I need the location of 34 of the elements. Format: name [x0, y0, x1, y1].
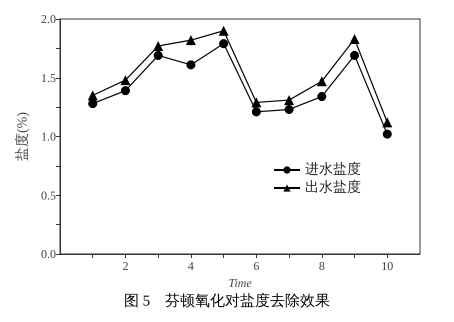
point [186, 35, 196, 46]
point [219, 39, 228, 48]
point [317, 92, 326, 102]
point [218, 26, 229, 36]
point [316, 76, 327, 86]
x-tick-label: 4 [188, 259, 194, 273]
point [382, 117, 392, 128]
legend-label: 出水盐度 [305, 180, 361, 196]
point [251, 97, 262, 108]
point [350, 34, 360, 44]
x-tick-label: 10 [381, 259, 394, 273]
point [284, 95, 294, 106]
point [186, 60, 196, 70]
point [154, 50, 163, 60]
point [284, 104, 294, 114]
point [88, 90, 98, 100]
y-axis-title: 盐度(%) [14, 112, 30, 161]
y-tick-label: 1.5 [41, 70, 56, 85]
point [382, 130, 392, 139]
text: 图 5 芬顿氧化对盐度去除效果 [124, 292, 330, 310]
text: 1.0 [41, 130, 56, 144]
point [252, 107, 261, 116]
x-tick-label: 6 [253, 259, 260, 273]
y-tick-label: 0.5 [41, 188, 56, 202]
x-tick-label: 2 [122, 259, 128, 273]
point [120, 86, 130, 96]
x-axis-title: Time [228, 276, 252, 290]
text: 0.0 [41, 247, 56, 261]
point [350, 50, 360, 60]
x-tick-label: 8 [318, 259, 325, 273]
text: 2.0 [41, 12, 56, 26]
point [120, 75, 130, 86]
point [153, 41, 164, 52]
legend-label: 进水盐度 [305, 162, 361, 178]
